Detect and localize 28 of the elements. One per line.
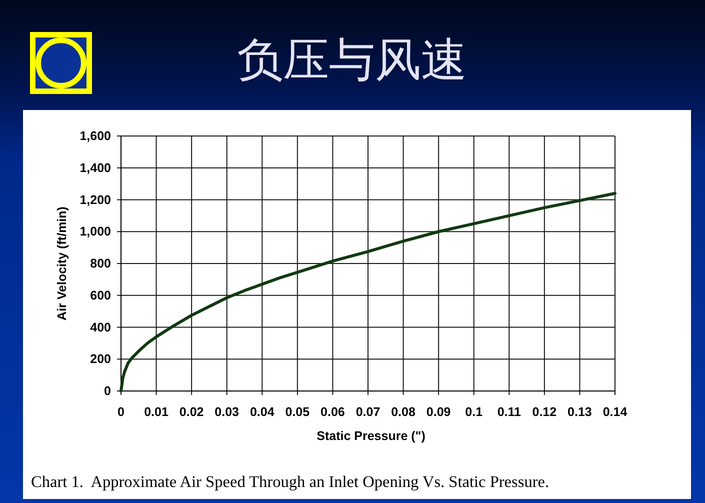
x-tick-label: 0.09 bbox=[426, 405, 451, 419]
x-tick-label: 0.05 bbox=[285, 405, 310, 419]
x-tick-label: 0.03 bbox=[214, 405, 240, 419]
x-tick-label: 0.07 bbox=[356, 405, 380, 419]
y-tick-label: 400 bbox=[90, 320, 112, 334]
x-tick-label: 0.13 bbox=[568, 405, 592, 419]
y-tick-label: 800 bbox=[90, 256, 112, 270]
x-tick-label: 0.11 bbox=[497, 405, 522, 419]
y-tick-label: 200 bbox=[90, 352, 112, 366]
y-tick-label: 0 bbox=[104, 384, 112, 398]
caption: Chart 1. Approximate Air Speed Through an Inlet Opening Vs. Static Pressure. bbox=[31, 472, 550, 491]
x-axis-title: Static Pressure (") bbox=[316, 429, 426, 443]
x-tick-label: 0.01 bbox=[144, 405, 168, 419]
x-tick-label: 0.02 bbox=[179, 405, 204, 419]
x-tick-label: 0.14 bbox=[602, 405, 628, 419]
y-tick-label: 600 bbox=[90, 288, 112, 302]
x-tick-label: 0.06 bbox=[320, 405, 345, 419]
y-tick-label: 1,000 bbox=[80, 224, 112, 239]
y-tick-label: 1,200 bbox=[80, 192, 112, 207]
x-tick-label: 0.04 bbox=[250, 405, 274, 419]
chart-title: 负压与风速 bbox=[237, 34, 467, 86]
x-tick-label: 0.12 bbox=[532, 405, 557, 419]
x-tick-label: 0.1 bbox=[465, 405, 483, 419]
x-tick-label: 0.08 bbox=[391, 405, 416, 419]
x-tick-label: 0 bbox=[118, 405, 125, 419]
y-tick-label: 1,400 bbox=[80, 160, 112, 175]
y-axis-title: Air Velocity (ft/min) bbox=[55, 206, 69, 320]
y-tick-label: 1,600 bbox=[80, 129, 112, 143]
